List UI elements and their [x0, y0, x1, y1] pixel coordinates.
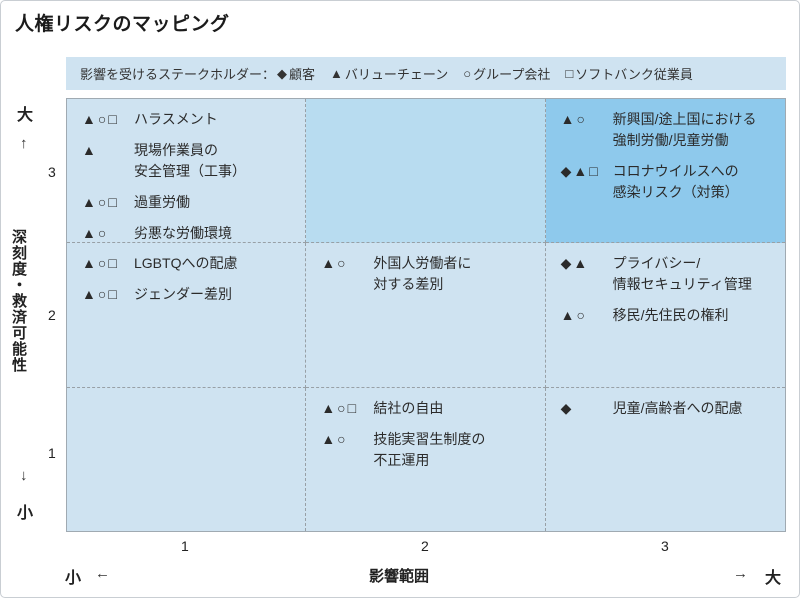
legend-item-softbank-employee: □ ソフトバンク従業員 — [565, 64, 693, 83]
risk-item-label: 技能実習生制度の 不正運用 — [373, 431, 486, 468]
risk-item-label: 現場作業員の 安全管理（工事） — [134, 142, 246, 179]
risk-item-label: 劣悪な労働環境 — [134, 225, 232, 241]
legend-item-customer: ◆ 顧客 — [277, 64, 315, 83]
diamond-marker-icon: ◆ — [277, 65, 288, 81]
matrix-cell-severity3-impact2 — [306, 99, 546, 243]
risk-item-poor-working-conditions: ▲○ 劣悪な労働環境 — [82, 223, 295, 244]
risk-item-label: 移民/先住民の権利 — [612, 307, 729, 323]
risk-item-harassment: ▲○□ ハラスメント — [82, 109, 295, 130]
risk-matrix: ▲○□ ハラスメント ▲ 現場作業員の 安全管理（工事） ▲○□ 過重労働 ▲○… — [66, 98, 786, 532]
risk-item-freedom-of-association: ▲○□ 結社の自由 — [321, 398, 534, 419]
matrix-cell-severity1-impact2: ▲○□ 結社の自由 ▲○ 技能実習生制度の 不正運用 — [306, 388, 546, 531]
risk-item-markers: ▲○□ — [82, 286, 119, 302]
risk-item-markers: ▲○ — [560, 111, 587, 127]
y-axis-up-arrow-icon: ↑ — [20, 135, 28, 152]
matrix-cell-severity2-impact2: ▲○ 外国人労働者に 対する差別 — [306, 243, 546, 388]
risk-item-markers: ▲○ — [560, 307, 587, 323]
risk-item-label: LGBTQへの配慮 — [134, 255, 238, 271]
risk-item-label: ハラスメント — [134, 111, 218, 127]
x-axis-min-label: 小 — [65, 570, 82, 587]
matrix-cell-severity2-impact1: ▲○□ LGBTQへの配慮 ▲○□ ジェンダー差別 — [67, 243, 307, 388]
risk-item-label: ジェンダー差別 — [134, 286, 232, 302]
x-axis-tick-1: 1 — [181, 538, 189, 554]
risk-item-forced-child-labor: ▲○ 新興国/途上国における 強制労働/児童労働 — [561, 109, 775, 151]
risk-item-label: 結社の自由 — [373, 400, 444, 416]
matrix-cell-severity3-impact3: ▲○ 新興国/途上国における 強制労働/児童労働 ◆▲□ コロナウイルスへの 感… — [545, 99, 785, 243]
risk-item-label: 過重労働 — [134, 194, 190, 210]
matrix-cell-severity1-impact1 — [67, 388, 307, 531]
page-title: 人権リスクのマッピング — [15, 14, 230, 35]
risk-item-label: プライバシー/ 情報セキュリティ管理 — [612, 255, 752, 292]
risk-item-trainee-program-misuse: ▲○ 技能実習生制度の 不正運用 — [321, 429, 534, 471]
risk-item-gender-discrimination: ▲○□ ジェンダー差別 — [82, 284, 295, 305]
risk-item-markers: ▲○□ — [82, 111, 119, 127]
risk-item-markers: ▲○□ — [82, 194, 119, 210]
legend-item-group-company: ○ グループ会社 — [463, 64, 550, 83]
risk-item-coronavirus-infection: ◆▲□ コロナウイルスへの 感染リスク（対策） — [561, 161, 775, 203]
x-axis-tick-3: 3 — [661, 538, 669, 554]
risk-item-markers: ▲ — [82, 142, 98, 158]
legend-item-label: グループ会社 — [473, 67, 551, 82]
risk-item-label: コロナウイルスへの 感染リスク（対策） — [612, 163, 739, 200]
risk-item-markers: ▲○□ — [321, 400, 359, 416]
legend-item-value-chain: ▲ バリューチェーン — [330, 64, 448, 83]
y-axis-tick-2: 2 — [48, 307, 56, 323]
x-axis-left-arrow-icon: ← — [95, 565, 110, 582]
risk-item-foreign-worker-discrimination: ▲○ 外国人労働者に 対する差別 — [321, 253, 534, 295]
y-axis-min-label: 小 — [17, 505, 34, 522]
risk-item-overwork: ▲○□ 過重労働 — [82, 192, 295, 213]
risk-item-markers: ◆▲ — [560, 255, 590, 271]
legend-item-label: バリューチェーン — [344, 67, 449, 82]
risk-item-label: 新興国/途上国における 強制労働/児童労働 — [612, 111, 757, 148]
risk-item-markers: ▲○ — [321, 255, 348, 271]
x-axis-right-arrow-icon: → — [733, 565, 748, 582]
legend-item-label: ソフトバンク従業員 — [575, 67, 693, 82]
x-axis-title: 影響範囲 — [369, 568, 430, 585]
risk-item-privacy-security: ◆▲ プライバシー/ 情報セキュリティ管理 — [561, 253, 775, 295]
matrix-cell-severity1-impact3: ◆ 児童/高齢者への配慮 — [545, 388, 785, 531]
risk-item-markers: ◆ — [560, 400, 574, 416]
legend-label: 影響を受けるステークホルダー： — [80, 67, 276, 82]
y-axis-down-arrow-icon: ↓ — [20, 467, 28, 484]
x-axis-max-label: 大 — [765, 570, 782, 587]
y-axis-tick-3: 3 — [48, 164, 56, 180]
risk-item-lgbtq-consideration: ▲○□ LGBTQへの配慮 — [82, 253, 295, 274]
risk-item-markers: ▲○□ — [82, 255, 119, 271]
risk-item-label: 児童/高齢者への配慮 — [612, 400, 743, 416]
stakeholder-legend: 影響を受けるステークホルダー： ◆ 顧客 ▲ バリューチェーン ○ グループ会社… — [66, 57, 786, 90]
x-axis-tick-2: 2 — [421, 538, 429, 554]
risk-item-markers: ◆▲□ — [560, 163, 600, 179]
circle-marker-icon: ○ — [463, 66, 472, 81]
matrix-cell-severity2-impact3: ◆▲ プライバシー/ 情報セキュリティ管理 ▲○ 移民/先住民の権利 — [545, 243, 785, 388]
y-axis-title: 深刻度・救済可能性 — [10, 229, 27, 373]
risk-item-migrant-indigenous-rights: ▲○ 移民/先住民の権利 — [561, 305, 775, 326]
risk-item-children-elderly-consideration: ◆ 児童/高齢者への配慮 — [561, 398, 775, 419]
matrix-cell-severity3-impact1: ▲○□ ハラスメント ▲ 現場作業員の 安全管理（工事） ▲○□ 過重労働 ▲○… — [67, 99, 307, 244]
legend-item-label: 顧客 — [289, 67, 316, 82]
risk-item-label: 外国人労働者に 対する差別 — [373, 255, 472, 292]
triangle-marker-icon: ▲ — [330, 66, 343, 81]
y-axis-max-label: 大 — [17, 107, 34, 124]
y-axis-tick-1: 1 — [48, 445, 56, 461]
risk-item-markers: ▲○ — [82, 225, 109, 241]
square-marker-icon: □ — [565, 66, 574, 81]
risk-item-markers: ▲○ — [321, 431, 348, 447]
risk-item-site-worker-safety: ▲ 現場作業員の 安全管理（工事） — [82, 140, 295, 182]
